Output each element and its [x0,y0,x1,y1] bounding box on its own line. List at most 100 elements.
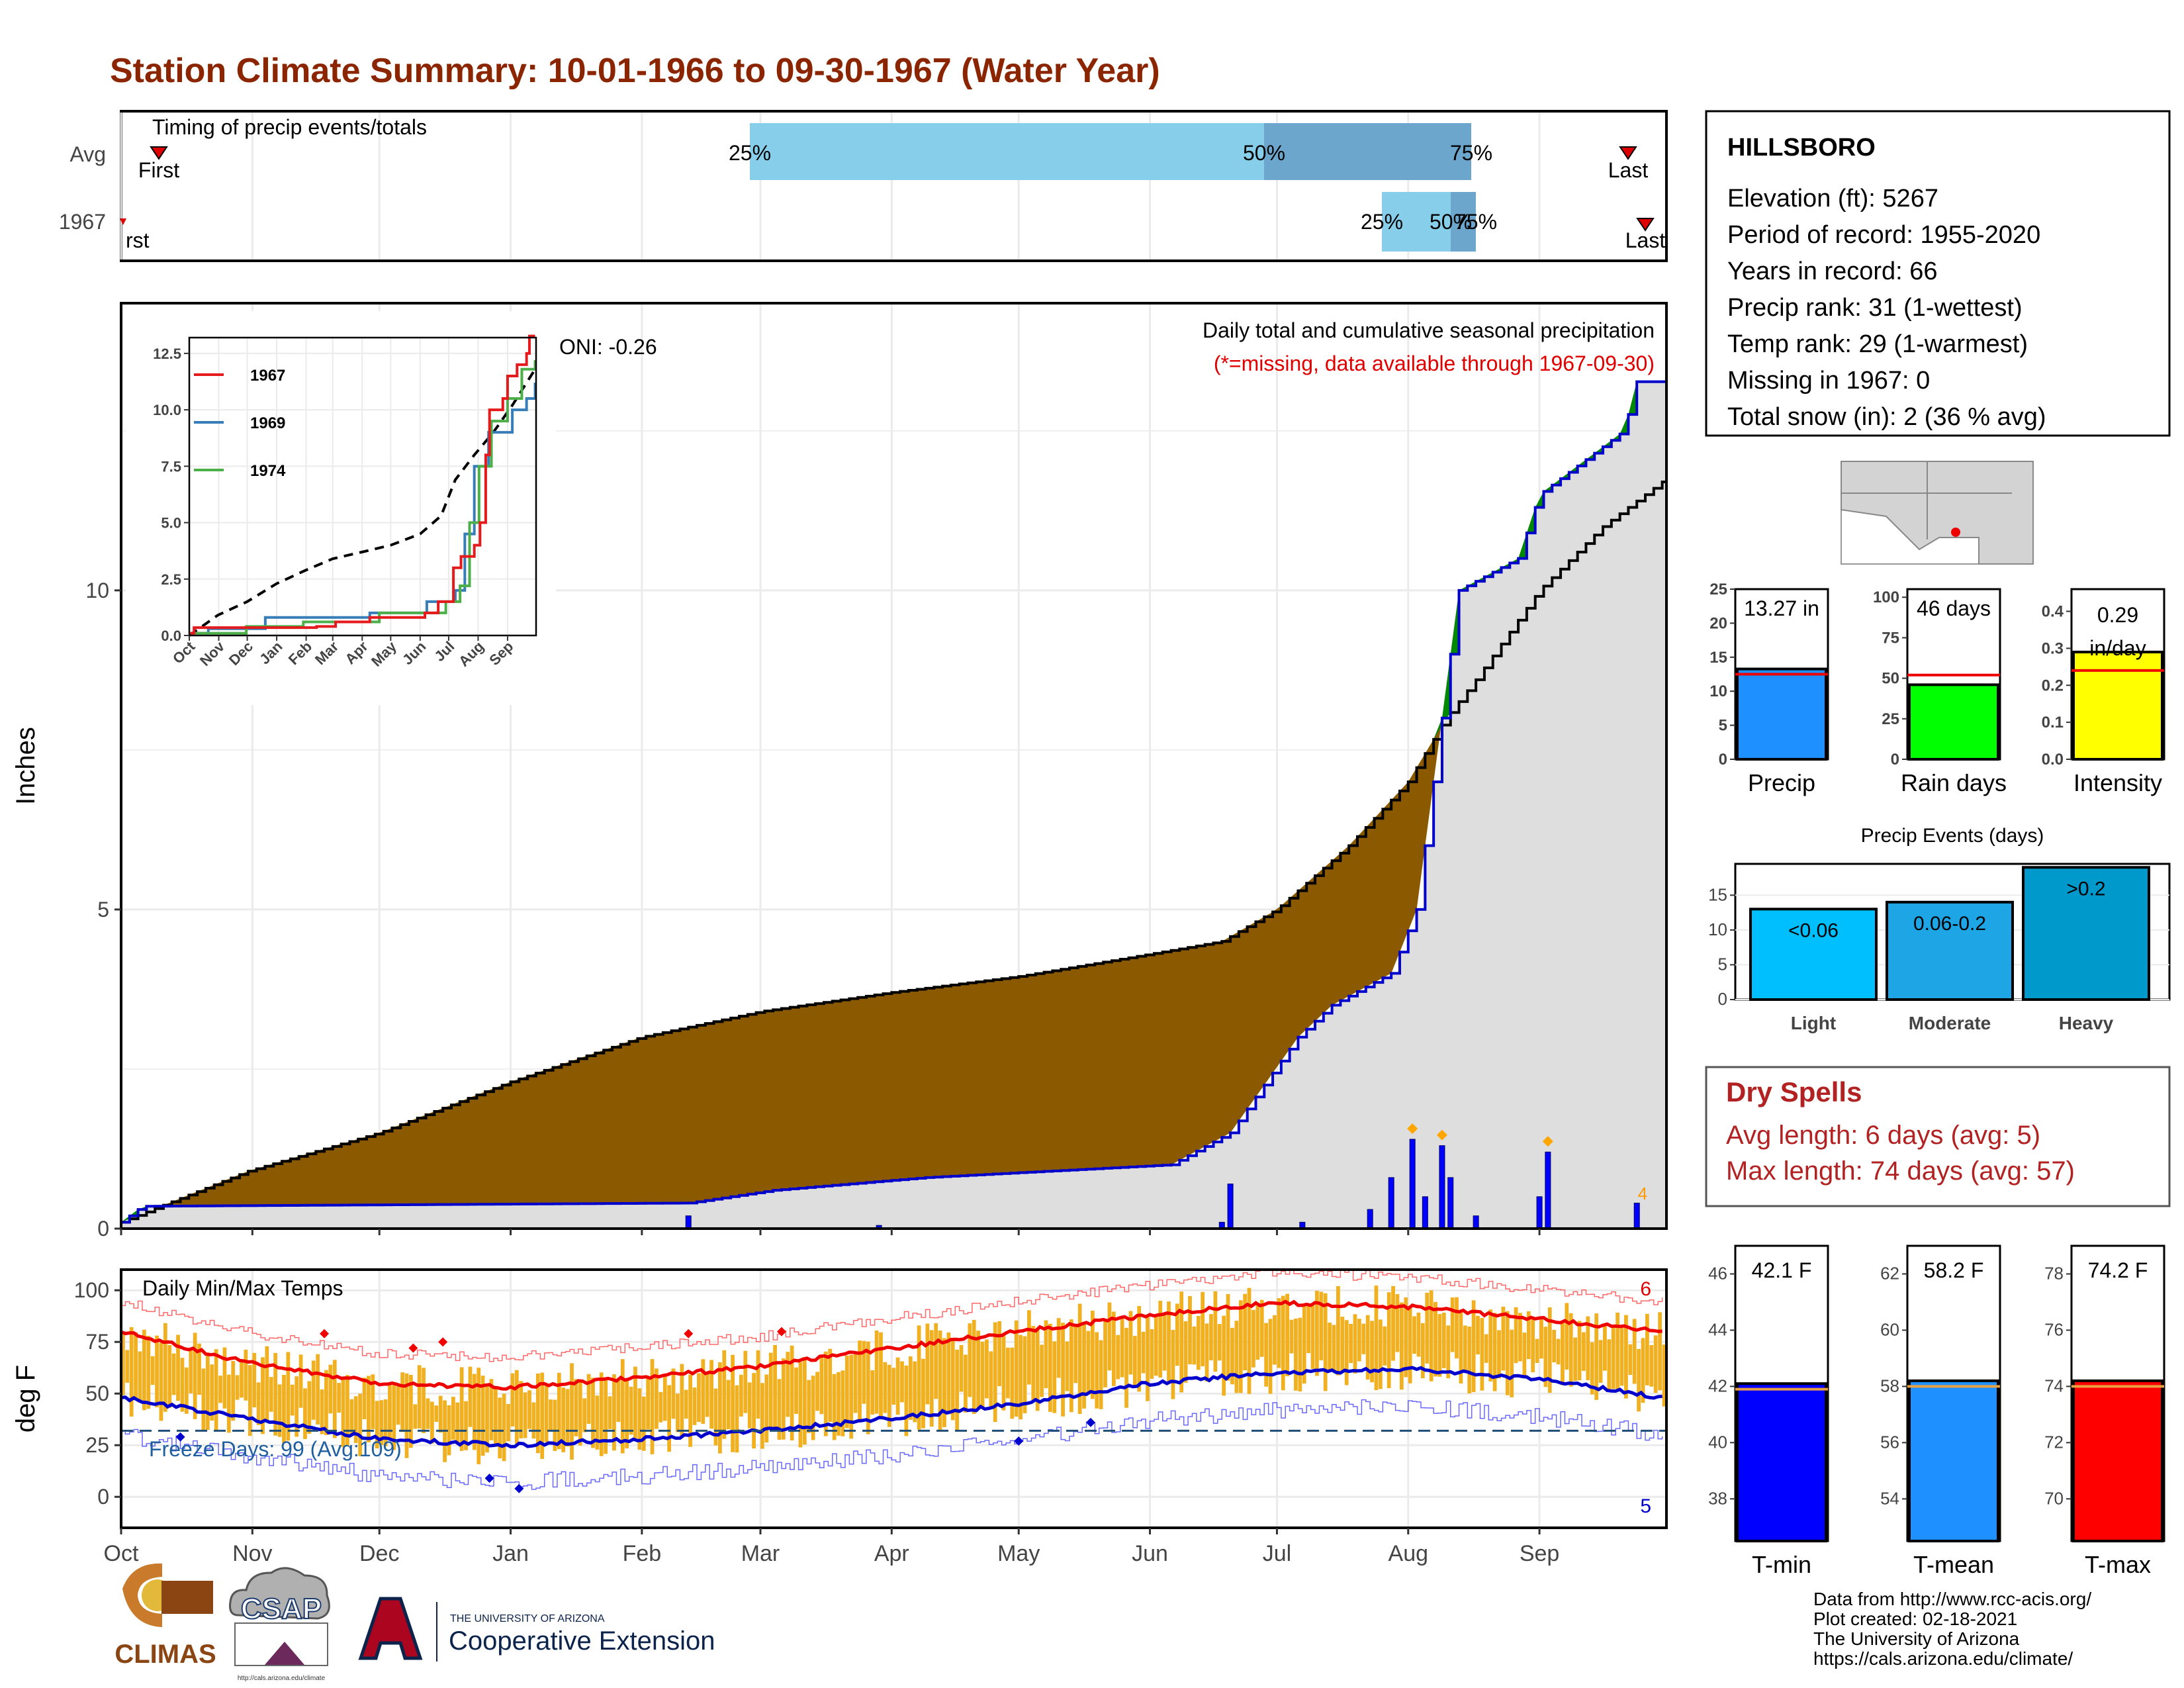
daily-temp-bar [1277,1298,1281,1368]
daily-temp-bar [1552,1329,1557,1363]
daily-temp-bar [311,1360,316,1420]
daily-temp-bar [557,1372,561,1450]
daily-temp-bar [345,1375,349,1446]
footer: CLIMAS CSAP http://cals.arizona.edu/clim… [114,1563,2091,1682]
dry-spells-frame [1705,1066,2171,1207]
daily-temp-bar [379,1400,383,1446]
daily-temp-bar [485,1383,489,1453]
daily-temp-bar [1577,1321,1582,1381]
daily-temp-bar [180,1358,185,1412]
stat-bar-fill [1736,1382,1827,1542]
location-map [1841,461,2034,565]
daily-temp-bar [1111,1311,1116,1386]
daily-temp-bar [655,1368,659,1429]
daily-temp-bar [629,1386,633,1435]
daily-temp-bar [1455,1297,1459,1359]
deficit-area [121,381,1662,1223]
daily-temp-bar [1167,1301,1171,1383]
daily-temp-bar [1408,1306,1412,1383]
daily-temp-bar [739,1374,743,1417]
daily-temp-bar [134,1332,138,1401]
record-low-marker [175,1432,185,1442]
daily-temp-bar [121,1332,125,1395]
daily-temp-bar [184,1367,189,1414]
daily-temp-bar [819,1354,824,1415]
precip-frame [120,302,1668,1230]
daily-temp-bar [671,1368,676,1419]
station-details: Elevation (ft): 5267 Period of record: 19… [1727,185,2046,431]
daily-temp-bar [1031,1326,1036,1403]
temp-stat-value: 42.1 F [1752,1258,1812,1282]
stat-bar-ytick-label: 40 [1708,1432,1727,1452]
daily-temp-bar [459,1367,464,1451]
daily-temp-bar [900,1361,904,1403]
daily-temp-bar [684,1389,688,1419]
daily-temp-bar [1598,1340,1603,1383]
daily-temp-bar [248,1365,252,1436]
daily-temp-bar [1095,1332,1099,1409]
daily-temp-bar [794,1367,798,1414]
daily-temp-bar [150,1356,155,1385]
daily-precip-bar [1367,1209,1373,1229]
daily-temp-bar [193,1333,197,1419]
y1967-first-label: rst [126,228,150,252]
daily-temp-bar [1518,1313,1522,1362]
daily-temp-bar [400,1372,404,1432]
y1967-p50-label: 50% [1430,210,1472,234]
daily-precip-bar [1633,1202,1640,1229]
credits: Data from http://www.rcc-acis.org/Plot c… [1813,1589,2091,1669]
temp-ytick-label: 100 [74,1278,109,1302]
daily-temp-bar [904,1365,909,1436]
y1967-last-label: Last [1625,228,1666,252]
daily-temp-bar [1213,1291,1218,1372]
daily-precip-bar [1447,1177,1454,1229]
stat-bar-fill [1908,1379,1999,1543]
ua-logo: THE UNIVERSITY OF ARIZONA Cooperative Ex… [358,1597,715,1662]
daily-temp-bar [455,1402,460,1443]
daily-temp-bar [1594,1313,1599,1400]
stat-bar-label: Precip [1748,769,1815,796]
daily-temp-bar [1573,1337,1578,1382]
events-bar-range: >0.2 [2066,878,2105,900]
daily-temp-bar [197,1343,201,1395]
daily-temp-bar [464,1401,468,1450]
temp-label: Daily Min/Max Temps [142,1276,343,1300]
daily-temp-bar [1353,1314,1357,1374]
daily-temp-bar [802,1357,807,1445]
daily-temp-bar [1179,1291,1184,1393]
inset-ytick-label: 0.0 [161,628,181,644]
y1967-p25-label: 25% [1361,210,1403,234]
daily-precip-bar [1388,1177,1394,1229]
daily-temp-bar [269,1377,273,1412]
average-cumulative-line [121,480,1666,1224]
daily-temp-bar [371,1374,375,1429]
daily-temp-bar [1586,1316,1590,1380]
daily-temp-bar [1073,1325,1078,1383]
daily-temp-bar [1365,1315,1370,1380]
daily-temp-bar [578,1382,582,1446]
daily-temp-bar [1433,1301,1437,1377]
stat-bar-t-mean: 54 56 58 60 62 T-mean 58.2 F [1880,1244,2001,1578]
daily-temp-bar [862,1340,866,1404]
daily-temp-bar [1234,1321,1239,1393]
daily-temp-bar [1162,1315,1167,1371]
daily-temp-bar [1040,1344,1044,1397]
stat-bar-label: Rain days [1901,769,2007,796]
daily-temp-bar [1561,1321,1565,1385]
daily-temp-bar [743,1350,748,1413]
inset-average-line [188,368,537,637]
daily-temp-bar [807,1380,811,1433]
state-shapes [1841,461,2034,565]
daily-temp-bar [286,1352,291,1441]
daily-temp-bar [1175,1303,1179,1366]
stat-bar-fill [2072,1379,2163,1543]
record-low-marker [484,1474,494,1483]
daily-temp-bar [1319,1291,1324,1360]
inset-1974-line [189,360,537,635]
daily-temp-bar [1543,1327,1548,1387]
daily-temp-bar [155,1335,159,1407]
daily-temp-bar [662,1374,667,1421]
record-max-line [121,1268,1663,1362]
daily-temp-bar [1183,1321,1188,1383]
precip-ytick-label: 0 [97,1217,109,1241]
